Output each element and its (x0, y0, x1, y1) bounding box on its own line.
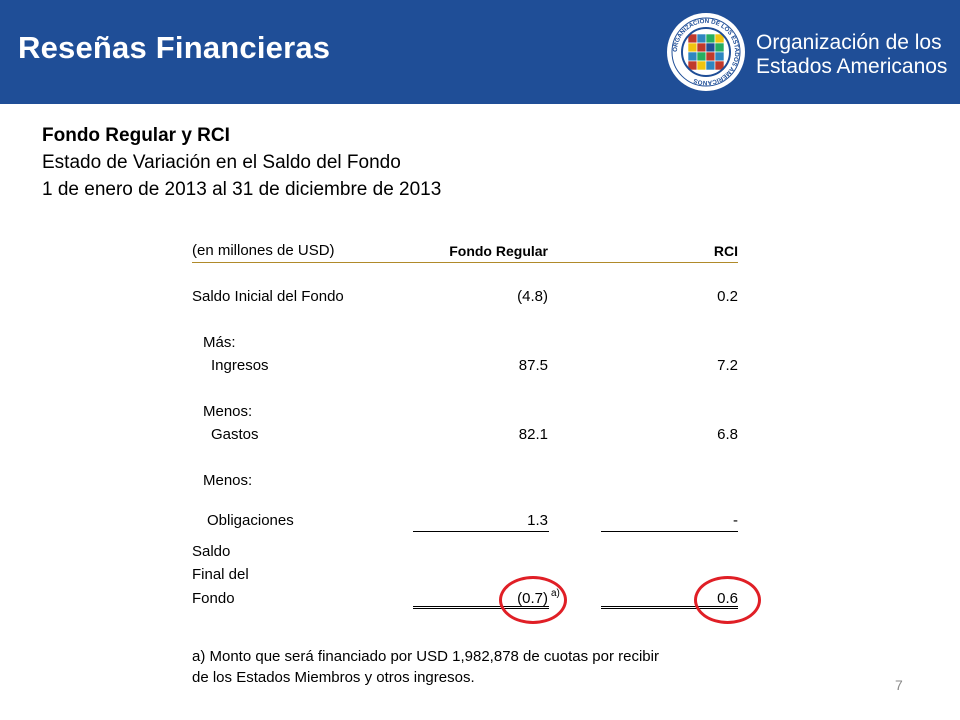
obligations-rule-rci (601, 531, 738, 532)
minus-label-obligations: Menos: (203, 472, 253, 489)
column-header-rci: RCI (713, 243, 738, 259)
closing-label-line1: Saldo (192, 543, 231, 560)
closing-rule-rci (601, 606, 738, 609)
obligations-label: Obligaciones (207, 512, 294, 529)
subtitle-fund: Fondo Regular y RCI (42, 125, 230, 146)
subtitle-statement: Estado de Variación en el Saldo del Fond… (42, 152, 401, 173)
report-subtitle: Fondo Regular y RCI Estado de Variación … (42, 122, 441, 203)
opening-balance-rci: 0.2 (717, 288, 738, 305)
highlight-circle-rci (694, 576, 761, 624)
closing-rule-regular (413, 606, 549, 609)
footnote-line1: a) Monto que será financiado por USD 1,9… (192, 648, 659, 665)
column-header-fondo-regular: Fondo Regular (449, 243, 548, 259)
header-bar: Reseñas Financieras ORGANIZACION DE LO (0, 0, 960, 104)
minus-label-expenses: Menos: (203, 403, 253, 420)
expenses-label: Gastos (211, 426, 259, 443)
org-name-line2: Estados Americanos (756, 55, 948, 78)
income-regular: 87.5 (518, 357, 548, 374)
footnote-line2: de los Estados Miembros y otros ingresos… (192, 669, 475, 686)
page-title: Reseñas Financieras (18, 30, 331, 65)
units-label: (en millones de USD) (192, 242, 335, 259)
plus-label: Más: (203, 334, 236, 351)
opening-balance-regular: (4.8) (517, 288, 548, 305)
organization-name: Organización de los Estados Americanos (756, 31, 947, 79)
income-rci: 7.2 (717, 357, 738, 374)
expenses-regular: 82.1 (518, 426, 548, 443)
footnote: a) Monto que será financiado por USD 1,9… (192, 646, 659, 688)
page-number: 7 (895, 677, 903, 693)
subtitle-period: 1 de enero de 2013 al 31 de diciembre de… (42, 179, 442, 200)
opening-balance-label: Saldo Inicial del Fondo (192, 288, 344, 305)
org-name-line1: Organización de los (756, 31, 942, 54)
obligations-rci: - (733, 512, 738, 529)
closing-label-line3: Fondo (192, 590, 235, 607)
oas-seal-logo: ORGANIZACION DE LOS ESTADOS AMERICANOS (667, 13, 745, 91)
closing-label-line2: Final del (192, 566, 249, 583)
obligations-rule-regular (413, 531, 549, 532)
income-label: Ingresos (211, 357, 269, 374)
expenses-rci: 6.8 (717, 426, 738, 443)
obligations-regular: 1.3 (527, 512, 548, 529)
header-rule (192, 262, 738, 263)
highlight-circle-regular (499, 576, 567, 624)
